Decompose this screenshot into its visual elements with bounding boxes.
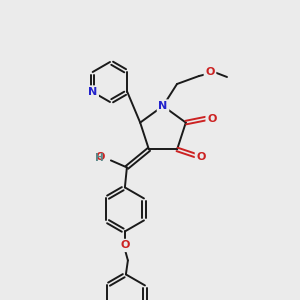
Text: O: O [120,240,130,250]
Text: N: N [158,101,168,111]
Text: H: H [94,153,103,164]
Text: O: O [196,152,206,162]
Text: N: N [88,87,97,97]
Text: O: O [95,152,105,162]
Text: O: O [207,114,217,124]
Text: O: O [205,67,215,77]
